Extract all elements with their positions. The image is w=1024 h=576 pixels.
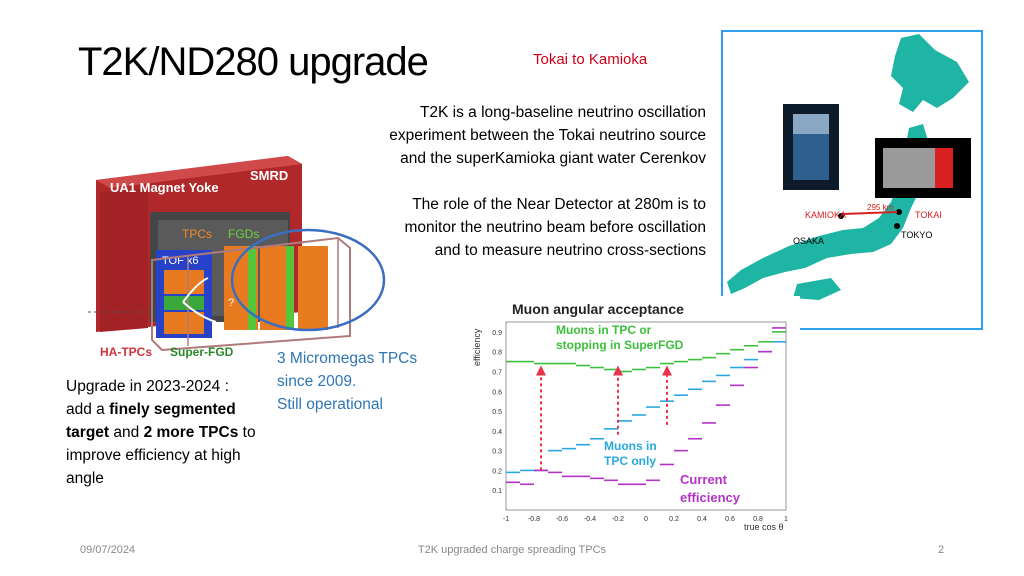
annotation-tpc-only-line2: TPC only — [604, 454, 656, 468]
yoke-label: UA1 Magnet Yoke — [110, 180, 219, 195]
smrd-label: SMRD — [250, 168, 288, 183]
upgrade-bold-tpcs: 2 more TPCs — [143, 424, 239, 441]
improvement-arrowhead — [662, 365, 672, 376]
question-mark: ? — [228, 297, 234, 309]
chart-ticks: -1 -0.8 -0.6 -0.4 -0.2 0 0.2 0.4 0.6 0.8 1 0.1 0.2 0.… — [492, 330, 788, 523]
chart-axes — [505, 321, 787, 511]
improvement-arrowhead — [536, 365, 546, 376]
tokai-to-kamioka-label: Tokai to Kamioka — [533, 51, 648, 68]
kamioka-label: KAMIOKA — [805, 210, 846, 220]
micromegas-note: 3 Micromegas TPCs since 2009. Still oper… — [277, 347, 417, 416]
description-near-detector: The role of the Near Detector at 280m is… — [330, 193, 706, 262]
annotation-upgrade-line2: stopping in SuperFGD — [556, 338, 684, 352]
superfgd-label: Super-FGD — [170, 345, 234, 359]
annotation-tpc-only-line1: Muons in — [604, 439, 657, 453]
desc-line: and the superKamioka giant water Cerenko… — [400, 150, 706, 167]
annotation-current-line1: Current — [680, 472, 728, 487]
annotation-current-line2: efficiency — [680, 490, 741, 505]
x-tick-label: 0 — [644, 516, 648, 523]
chart-ylabel: efficiency — [472, 328, 482, 366]
footer-date: 09/07/2024 — [80, 544, 136, 556]
slide-title: T2K/ND280 upgrade — [78, 40, 429, 84]
desc-line: monitor the neutrino beam before oscilla… — [404, 219, 706, 236]
desc-line: The role of the Near Detector at 280m is… — [412, 196, 706, 213]
desc-line: and to measure neutrino cross-sections — [434, 242, 706, 259]
x-tick-label: 0.6 — [725, 516, 735, 523]
x-tick-label: -0.8 — [528, 516, 540, 523]
y-tick-label: 0.8 — [492, 350, 502, 357]
x-tick-label: -0.4 — [584, 516, 596, 523]
chart-title: Muon angular acceptance — [512, 301, 684, 317]
upgrade-mid: and — [109, 424, 144, 441]
y-tick-label: 0.9 — [492, 330, 502, 337]
tokai-label: TOKAI — [915, 210, 942, 220]
y-tick-label: 0.4 — [492, 429, 502, 436]
footer-title: T2K upgraded charge spreading TPCs — [417, 544, 607, 556]
x-tick-label: -1 — [503, 516, 509, 523]
tokyo-label: TOKYO — [901, 230, 932, 240]
x-tick-label: 0.8 — [753, 516, 763, 523]
tpc-highlight-ellipse — [230, 228, 386, 332]
y-tick-label: 0.7 — [492, 369, 502, 376]
upgrade-line1: Upgrade in 2023-2024 : — [66, 378, 229, 395]
y-tick-label: 0.1 — [492, 488, 502, 495]
japan-map-frame: 295 km KAMIOKA TOKAI TOKYO OSAKA — [721, 30, 983, 330]
hatpcs-label: HA-TPCs — [100, 345, 152, 359]
upgrade-post: to improve efficiency at high angle — [66, 424, 256, 487]
muon-acceptance-chart: Muon angular acceptance efficiency true … — [470, 296, 800, 532]
y-tick-label: 0.5 — [492, 409, 502, 416]
upgrade-bold-target: finely segmented target — [66, 401, 236, 441]
nd280-detector-illustration: UA1 Magnet Yoke SMRD TPCs FGDs TOF x6 ? … — [88, 156, 386, 359]
plot-frame — [505, 321, 787, 511]
chart-arrows — [536, 365, 672, 471]
chart-marks — [506, 327, 786, 486]
fgds-label: FGDs — [228, 227, 259, 241]
desc-line: experiment between the Tokai neutrino so… — [389, 127, 706, 144]
osaka-label: OSAKA — [793, 236, 824, 246]
x-tick-label: 1 — [784, 516, 788, 523]
description-t2k: T2K is a long-baseline neutrino oscillat… — [330, 101, 706, 170]
y-tick-label: 0.2 — [492, 468, 502, 475]
japan-map: 295 km KAMIOKA TOKAI TOKYO OSAKA — [727, 34, 971, 326]
x-tick-label: 0.4 — [697, 516, 707, 523]
tpcs-label: TPCs — [182, 227, 212, 241]
micromegas-line: 3 Micromegas TPCs — [277, 350, 418, 367]
improvement-arrowhead — [613, 365, 623, 376]
micromegas-line: Still operational — [277, 396, 383, 413]
micromegas-line: since 2009. — [277, 373, 357, 390]
footer-page-number: 2 — [938, 544, 945, 556]
chart-xlabel: true cos θ — [744, 522, 784, 532]
y-tick-label: 0.3 — [492, 449, 502, 456]
x-tick-label: 0.2 — [669, 516, 679, 523]
x-tick-label: -0.6 — [556, 516, 568, 523]
x-tick-label: -0.2 — [612, 516, 624, 523]
y-tick-label: 0.6 — [492, 389, 502, 396]
distance-label: 295 km — [867, 203, 894, 212]
upgrade-note: Upgrade in 2023-2024 : add a finely segm… — [66, 375, 266, 490]
desc-line: T2K is a long-baseline neutrino oscillat… — [419, 104, 706, 121]
upgrade-pre: add a — [66, 401, 110, 418]
annotation-upgrade-line1: Muons in TPC or — [556, 323, 652, 337]
